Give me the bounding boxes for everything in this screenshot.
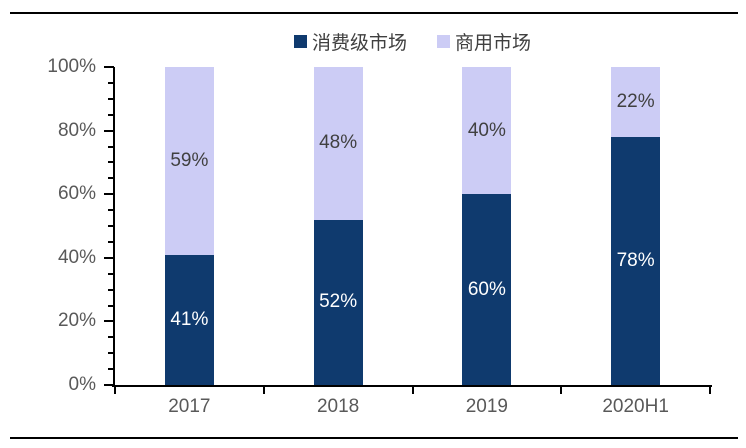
x-axis-category-label: 2019	[465, 396, 509, 417]
chart-legend: 消费级市场 商用市场	[115, 28, 710, 54]
y-axis-minor-tick	[108, 177, 114, 180]
y-axis-line	[113, 67, 115, 387]
bar-value-label: 41%	[170, 308, 209, 330]
y-axis-tick-label: 60%	[57, 183, 96, 205]
y-axis-minor-tick	[108, 161, 114, 164]
y-axis-tick-label: 100%	[47, 56, 96, 77]
bar-value-label: 60%	[467, 278, 506, 300]
y-axis-minor-tick	[108, 209, 114, 212]
y-axis-minor-tick	[108, 272, 114, 275]
y-axis-minor-tick	[108, 97, 114, 100]
legend-label: 消费级市场	[311, 32, 407, 54]
y-axis-major-tick	[104, 66, 114, 68]
y-axis-tick-label: 20%	[57, 310, 96, 332]
x-axis-tick	[560, 386, 563, 394]
y-axis-minor-tick	[108, 336, 114, 339]
y-axis-tick-label: 80%	[57, 119, 96, 141]
bar-value-label: 59%	[170, 149, 209, 171]
y-axis-major-tick	[104, 193, 114, 196]
y-axis-minor-tick	[108, 368, 114, 371]
x-axis-tick	[709, 386, 711, 394]
y-axis-major-tick	[104, 256, 114, 259]
y-axis-minor-tick	[108, 225, 114, 227]
y-axis-major-tick	[104, 320, 114, 323]
y-axis-major-tick	[104, 129, 114, 132]
x-axis-category-label: 2018	[316, 396, 360, 417]
bar-value-label: 40%	[467, 119, 506, 141]
y-axis-minor-tick	[108, 145, 114, 148]
x-axis-category-label: 2017	[168, 396, 211, 417]
y-axis-tick-label: 0%	[68, 374, 96, 395]
y-axis-minor-tick	[108, 81, 114, 84]
legend-swatch-icon	[437, 34, 450, 48]
x-axis-tick	[411, 386, 414, 394]
bar-value-label: 48%	[319, 132, 358, 154]
bar-segment-consumer	[462, 194, 512, 385]
legend-item-consumer-market: 消费级市场	[293, 28, 407, 55]
bar-segment-commercial	[164, 67, 214, 255]
bar-segment-commercial	[313, 67, 363, 220]
bar-segment-consumer	[164, 254, 214, 385]
y-axis-major-tick	[104, 384, 114, 386]
x-axis-tick	[262, 386, 265, 394]
bar-value-label: 52%	[319, 291, 358, 313]
legend-label: 商用市场	[455, 32, 532, 54]
y-axis-minor-tick	[108, 352, 114, 355]
y-axis-tick-label: 40%	[57, 246, 96, 268]
y-axis-minor-tick	[108, 113, 114, 116]
bar-segment-consumer	[611, 136, 661, 385]
y-axis-minor-tick	[108, 240, 114, 243]
bar-value-label: 78%	[616, 249, 655, 271]
y-axis-minor-tick	[108, 304, 114, 307]
x-axis-tick	[114, 386, 116, 394]
bottom-border-line	[10, 437, 738, 439]
legend-swatch-icon	[293, 34, 307, 48]
top-border-line	[10, 12, 738, 14]
bar-value-label: 22%	[616, 90, 655, 112]
bar-segment-commercial	[462, 67, 512, 195]
bar-segment-consumer	[313, 219, 363, 385]
y-axis-minor-tick	[108, 288, 114, 291]
legend-item-commercial-market: 商用市场	[437, 28, 531, 55]
bar-segment-commercial	[611, 67, 661, 137]
x-axis-category-label: 2020H1	[602, 396, 669, 417]
